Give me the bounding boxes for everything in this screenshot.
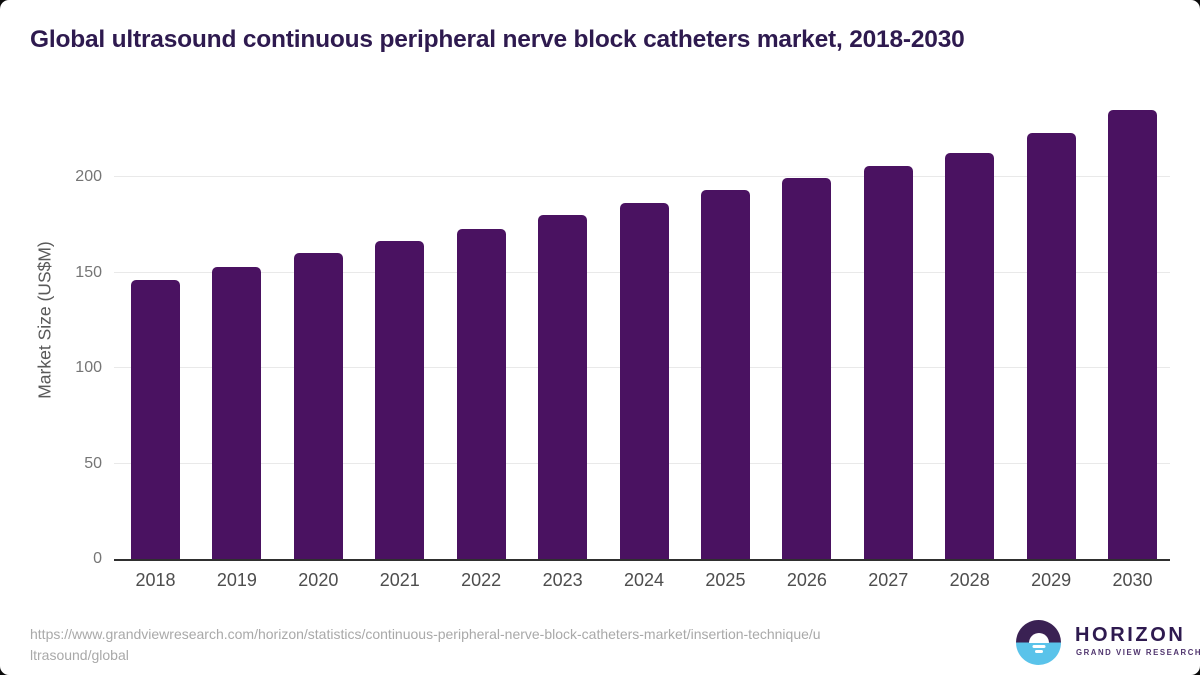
x-tick-2024: 2024: [623, 570, 665, 590]
x-tick-2029: 2029: [1031, 570, 1072, 590]
y-axis-tick-labels: 0 50 100 150 200: [0, 90, 102, 567]
logo-brand-text: HORIZON: [1075, 624, 1186, 646]
bar-2021: [375, 241, 425, 559]
horizon-logo: HORIZON GRAND VIEW RESEARCH: [1016, 619, 1200, 667]
x-tick-2027: 2027: [868, 570, 909, 590]
bar-2028: [945, 153, 995, 559]
x-tick-2023: 2023: [542, 570, 583, 590]
y-tick-200: 200: [75, 168, 102, 185]
bar-2029: [1026, 133, 1076, 559]
sun-glyph: [1028, 632, 1049, 643]
bar-2024: [619, 202, 669, 559]
x-tick-2021: 2021: [379, 570, 420, 590]
y-tick-50: 50: [84, 454, 102, 472]
chart-title: Global ultrasound continuous peripheral …: [30, 26, 965, 53]
bar-2020: [293, 253, 343, 559]
source-url-line2: ltrasound/global: [30, 647, 129, 663]
source-url: https://www.grandviewresearch.com/horizo…: [30, 624, 950, 666]
bar-2022: [456, 228, 506, 559]
y-tick-100: 100: [75, 359, 102, 376]
y-tick-150: 150: [75, 263, 102, 281]
x-tick-2025: 2025: [705, 570, 746, 590]
bar-2026: [782, 177, 832, 559]
logo-subbrand-text: GRAND VIEW RESEARCH: [1076, 648, 1200, 657]
bar-2023: [538, 215, 588, 559]
reflection-line: [1032, 645, 1045, 648]
x-tick-2022: 2022: [461, 570, 502, 590]
x-tick-2020: 2020: [298, 570, 339, 590]
bar-2030: [1108, 110, 1158, 559]
horizon-sunset-icon: [1016, 620, 1061, 665]
source-url-line1: https://www.grandviewresearch.com/horizo…: [30, 626, 821, 642]
x-tick-2026: 2026: [786, 570, 827, 590]
x-tick-2030: 2030: [1112, 570, 1153, 590]
x-tick-2018: 2018: [135, 570, 176, 590]
reflection-line: [1034, 650, 1043, 653]
plot-area: [114, 90, 1170, 561]
x-axis-tick-labels: 2018 2019 2020 2021 2022 2023 2024 2025 2026 2027…: [114, 570, 1170, 600]
x-tick-2019: 2019: [216, 570, 257, 590]
gridline-200: [114, 176, 1170, 177]
bar-2019: [212, 266, 262, 559]
bar-2027: [863, 165, 913, 559]
y-tick-0: 0: [93, 550, 102, 567]
bar-2025: [700, 190, 750, 559]
bar-2018: [131, 280, 180, 559]
x-tick-2028: 2028: [949, 570, 990, 590]
